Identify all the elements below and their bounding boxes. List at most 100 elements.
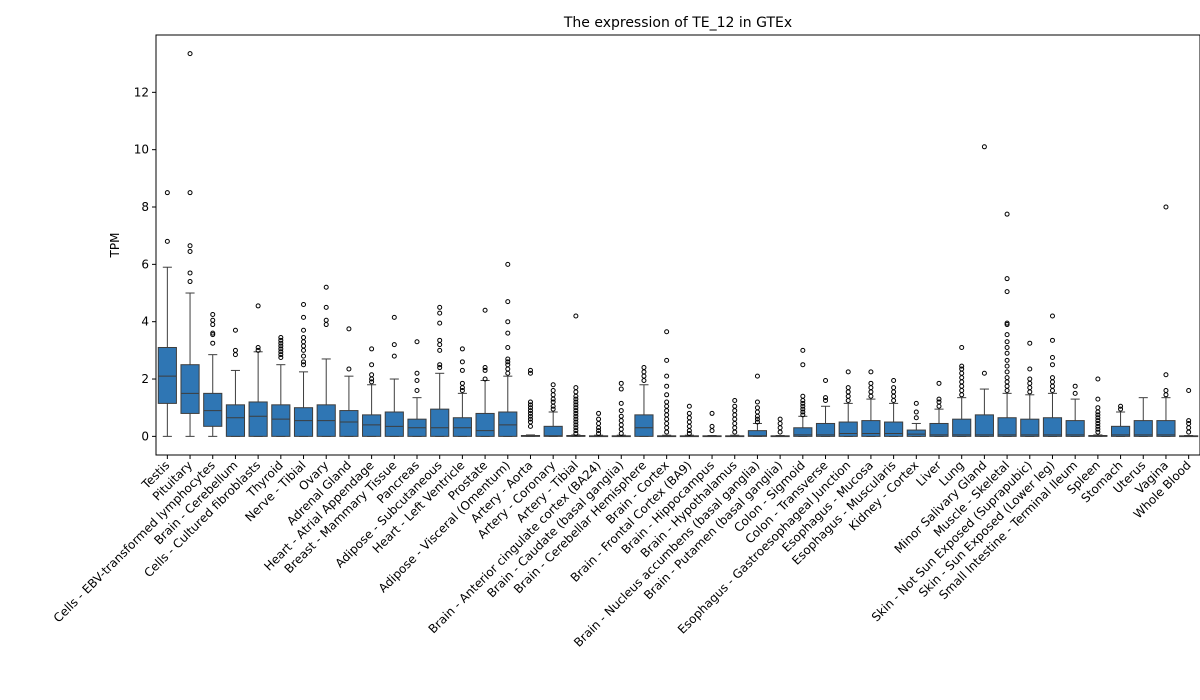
- outlier-point: [437, 304, 443, 310]
- iqr-box: [430, 408, 450, 437]
- outlier-point: [437, 342, 443, 348]
- outlier-point: [1118, 406, 1124, 412]
- box-32: [884, 377, 904, 437]
- outlier-point: [550, 406, 556, 412]
- outlier-point: [1095, 426, 1101, 432]
- outlier-point: [527, 367, 533, 373]
- outlier-point: [1004, 383, 1010, 389]
- outlier-point: [800, 398, 806, 404]
- outlier-point: [1027, 340, 1033, 346]
- box-24: [702, 410, 722, 438]
- outlier-point: [573, 430, 579, 436]
- outlier-point: [278, 349, 284, 355]
- outlier-point: [550, 399, 556, 405]
- outlier-point: [527, 423, 533, 429]
- outlier-point: [1118, 403, 1124, 409]
- outlier-point: [596, 428, 602, 434]
- outlier-point: [573, 422, 579, 428]
- outlier-point: [505, 330, 511, 336]
- iqr-box: [498, 411, 518, 437]
- outlier-point: [891, 377, 897, 383]
- outlier-point: [459, 380, 465, 386]
- outlier-point: [845, 393, 851, 399]
- outlier-point: [777, 425, 783, 431]
- box-22: [657, 329, 677, 438]
- outlier-point: [981, 144, 987, 150]
- outlier-point: [255, 303, 261, 309]
- iqr-box: [157, 346, 177, 404]
- outlier-point: [187, 190, 193, 196]
- box-8: [339, 326, 359, 437]
- outlier-point: [278, 337, 284, 343]
- outlier-point: [732, 408, 738, 414]
- box-44: [1156, 204, 1176, 437]
- box-13: [452, 346, 472, 437]
- iqr-box: [225, 404, 246, 437]
- outlier-point: [187, 51, 193, 57]
- outlier-point: [527, 410, 533, 416]
- outlier-point: [391, 353, 397, 359]
- outlier-point: [891, 385, 897, 391]
- y-tick-label-0: 0: [141, 429, 149, 443]
- outlier-point: [845, 369, 851, 375]
- outlier-point: [1095, 409, 1101, 415]
- box-0: [157, 190, 177, 437]
- outlier-point: [482, 307, 488, 313]
- outlier-point: [868, 385, 874, 391]
- outlier-point: [959, 379, 965, 385]
- outlier-point: [800, 347, 806, 353]
- outlier-point: [210, 340, 216, 346]
- outlier-point: [664, 416, 670, 422]
- outlier-point: [936, 380, 942, 386]
- outlier-point: [369, 346, 375, 352]
- plot-frame: [155, 34, 1200, 456]
- outlier-point: [437, 320, 443, 326]
- outlier-point: [664, 412, 670, 418]
- outlier-point: [1186, 420, 1192, 426]
- outlier-point: [550, 382, 556, 388]
- outlier-point: [505, 299, 511, 305]
- outlier-point: [754, 416, 760, 422]
- iqr-box: [747, 430, 768, 437]
- y-tick-label-5: 10: [134, 143, 149, 157]
- outlier-point: [414, 339, 420, 345]
- outlier-point: [573, 408, 579, 414]
- box-11: [407, 339, 427, 437]
- outlier-point: [573, 410, 579, 416]
- outlier-point: [1027, 385, 1033, 391]
- iqr-box: [815, 422, 836, 437]
- iqr-box: [1065, 420, 1085, 437]
- iqr-box: [180, 364, 200, 414]
- outlier-point: [459, 367, 465, 373]
- outlier-point: [1095, 418, 1101, 424]
- outlier-point: [1095, 396, 1101, 402]
- outlier-point: [391, 342, 397, 348]
- outlier-point: [891, 389, 897, 395]
- outlier-point: [1095, 376, 1101, 382]
- box-10: [384, 314, 404, 437]
- outlier-point: [1163, 387, 1169, 393]
- outlier-point: [459, 387, 465, 393]
- outlier-point: [1049, 362, 1055, 368]
- outlier-point: [527, 405, 533, 411]
- outlier-point: [1186, 425, 1192, 431]
- box-7: [316, 284, 336, 437]
- outlier-point: [1072, 383, 1078, 389]
- box-37: [997, 211, 1017, 437]
- outlier-point: [732, 420, 738, 426]
- box-39: [1042, 313, 1063, 437]
- outlier-point: [164, 238, 170, 244]
- outlier-point: [482, 367, 488, 373]
- outlier-point: [1004, 350, 1010, 356]
- outlier-point: [1095, 420, 1101, 426]
- outlier-point: [754, 409, 760, 415]
- outlier-point: [573, 419, 579, 425]
- outlier-point: [800, 409, 806, 415]
- box-38: [1020, 340, 1040, 437]
- box-2: [203, 312, 223, 437]
- outlier-point: [959, 375, 965, 381]
- outlier-point: [913, 400, 919, 406]
- box-28: [793, 347, 813, 437]
- outlier-point: [1004, 289, 1010, 295]
- outlier-point: [278, 355, 284, 361]
